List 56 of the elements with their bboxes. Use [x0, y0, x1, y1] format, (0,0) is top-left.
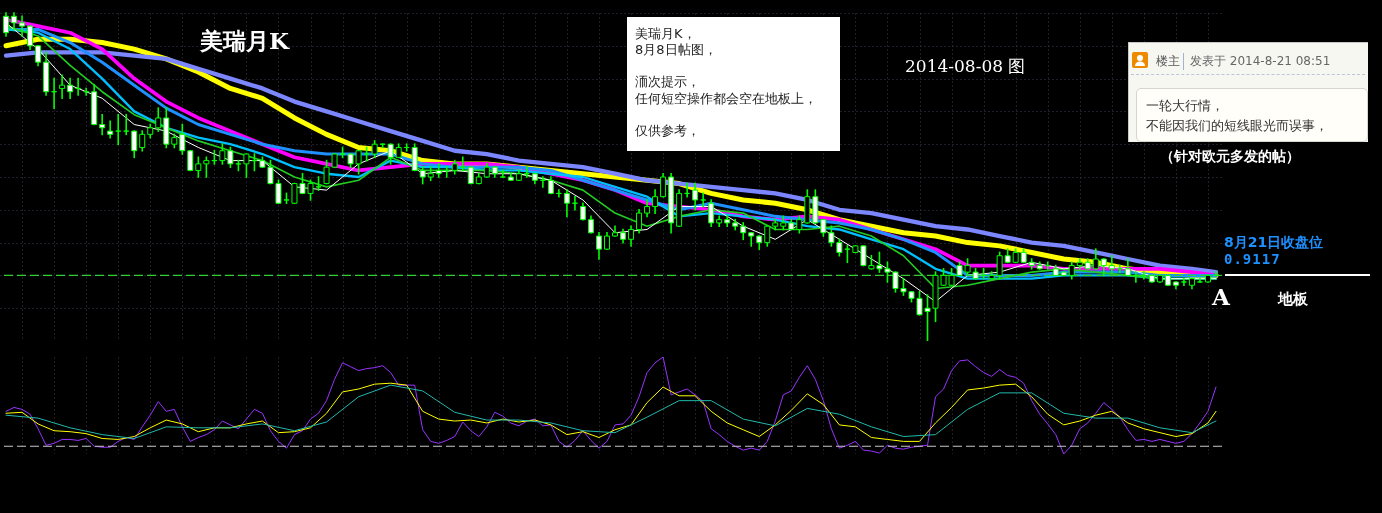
text: 2014-08-08 图 [905, 55, 1026, 78]
quote-box: 一轮大行情， 不能因我们的短线眼光而误事， [1136, 88, 1368, 142]
candlestick [243, 153, 250, 178]
candlestick [708, 199, 715, 227]
candlestick [203, 156, 210, 178]
annotation: 一轮大行情， [1146, 97, 1224, 115]
text: 美瑞月K [200, 26, 289, 56]
text: 8月21日收盘位 [1224, 234, 1324, 252]
candlestick [700, 192, 707, 208]
candlestick [35, 45, 42, 67]
annotation: 仅供参考， [635, 122, 700, 140]
candlestick [563, 189, 570, 218]
candlestick [764, 225, 771, 247]
annotation: 楼主 [1156, 53, 1180, 70]
candlestick [628, 225, 635, 247]
candlestick [59, 74, 66, 100]
annotation: 任何短空操作都会空在地板上， [635, 90, 817, 108]
text: 0.9117 [1224, 251, 1281, 267]
candlestick [652, 189, 659, 214]
candlestick [123, 113, 130, 136]
candlestick [115, 113, 122, 145]
candlestick [595, 231, 602, 260]
candlestick [387, 143, 394, 165]
candlestick [139, 130, 146, 152]
annotation: 不能因我们的短线眼光而误事， [1146, 117, 1328, 135]
candlestick [27, 25, 34, 50]
annotation: 洏次提示， [635, 73, 700, 91]
candlestick [660, 172, 667, 198]
candlestick [1196, 277, 1203, 283]
candlestick [435, 163, 442, 178]
post-header: 楼主 发表于 2014-8-21 08:51 [1131, 49, 1365, 75]
candlestick [179, 123, 186, 155]
candlestick [636, 209, 643, 234]
candlestick [1108, 254, 1115, 273]
candlestick [1076, 258, 1083, 270]
candlestick [155, 107, 162, 132]
candlestick [67, 77, 74, 100]
candlestick [427, 166, 434, 182]
candlestick [748, 231, 755, 247]
candlestick [131, 130, 138, 159]
candlestick [107, 120, 114, 139]
candlestick [499, 169, 506, 178]
annotation: 美瑞月K， [635, 25, 696, 43]
candlestick [99, 113, 106, 136]
candlestick [195, 156, 202, 178]
candlestick [1036, 261, 1043, 270]
annotation: 8月8日帖图， [635, 41, 717, 59]
candlestick [411, 143, 418, 172]
candlestick [187, 149, 194, 172]
candlestick [1092, 248, 1099, 270]
candlestick [692, 182, 699, 211]
annotation: A [1212, 283, 1230, 310]
candlestick [1180, 277, 1187, 287]
text: 地板 [1278, 290, 1308, 309]
annotation: （针对欧元多发的帖） [1160, 148, 1300, 166]
annotation: 发表于 2014-8-21 08:51 [1183, 53, 1331, 70]
